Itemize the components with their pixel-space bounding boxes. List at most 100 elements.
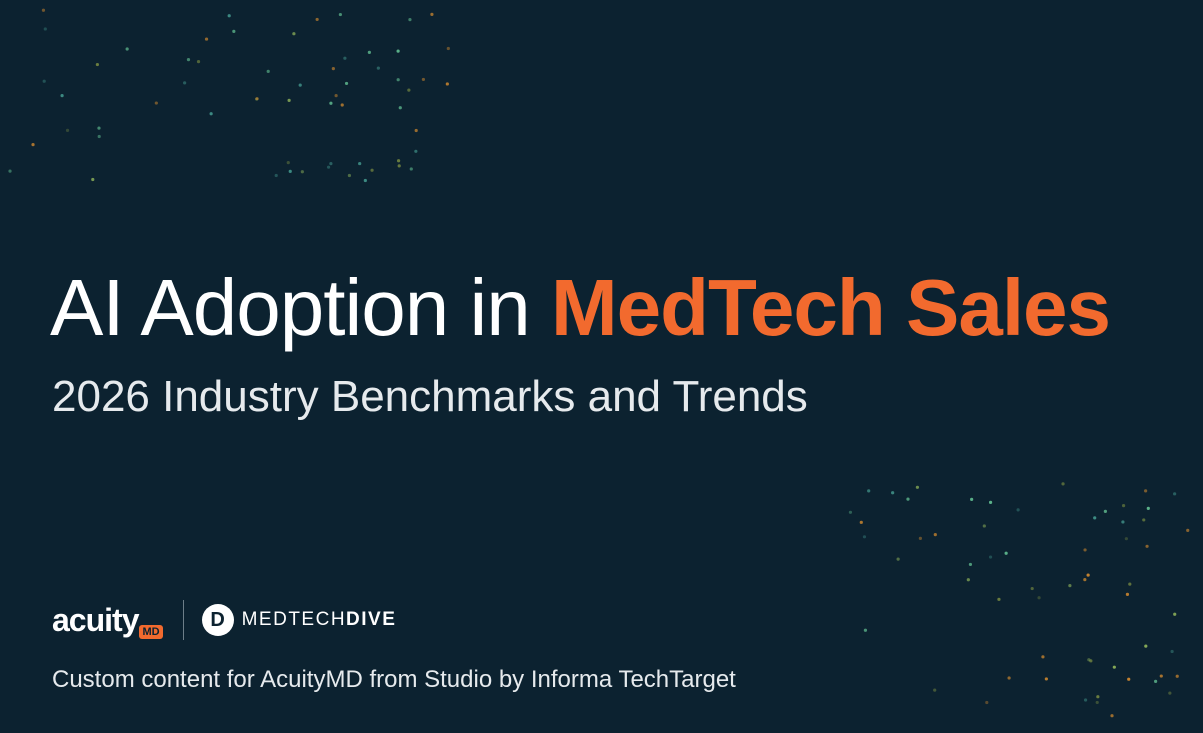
dot [1083,548,1087,552]
dot [1110,714,1114,718]
dot [300,170,304,174]
dot [65,128,70,132]
dot [430,12,434,17]
dot [1083,578,1087,582]
acuity-badge: MD [139,624,163,639]
dot [1093,516,1097,520]
dot [344,81,349,86]
dot [43,27,47,31]
dot [1121,504,1126,508]
dot [91,177,95,182]
dot [288,169,292,173]
dot [1112,665,1116,669]
dot [414,149,418,153]
dot [1041,655,1045,659]
title: AI Adoption in MedTech Sales [50,262,1111,354]
dot [1173,492,1177,496]
dot [376,66,380,70]
dot [398,106,402,110]
dot [183,81,187,85]
dot [407,88,411,92]
dot [287,98,291,102]
dot [31,143,35,147]
dot [125,47,129,51]
dot [1004,551,1008,555]
title-highlight: MedTech Sales [550,263,1111,352]
dot [408,18,412,22]
dot [409,167,413,171]
dot [196,60,201,64]
dot [1159,674,1163,678]
dot [1089,659,1093,663]
dot [1061,482,1065,486]
dot [340,103,344,107]
dot [266,69,270,73]
dot [421,77,426,82]
dot [396,159,401,163]
dot [358,161,362,166]
title-plain: AI Adoption in [50,263,531,352]
dot [186,58,191,62]
acuity-word: acuity [52,601,139,638]
logos: acuity MD D MEDTECHDIVE [52,598,396,642]
dot [343,56,347,60]
dot [1168,691,1172,695]
dot [97,126,101,130]
dot [97,134,101,139]
dot [315,17,319,22]
dot [154,101,158,105]
dot [232,29,236,33]
dot [1016,508,1020,512]
dot [1146,506,1150,511]
footer: Custom content for AcuityMD from Studio … [52,666,736,693]
dot [988,555,993,559]
dot [397,164,401,168]
dot [209,112,213,116]
dot [1086,573,1090,577]
dot [1173,612,1177,616]
dot [915,485,920,489]
dot [396,49,400,53]
dot [1127,677,1131,681]
dot [933,533,937,537]
dot [1175,674,1179,678]
dot [966,578,970,582]
dot [367,50,371,54]
dot [1170,649,1174,654]
dot [396,78,400,82]
dot [997,597,1001,601]
dot [863,628,868,632]
dot [1142,518,1146,522]
dot [338,12,342,17]
dot [227,14,231,18]
dot [8,169,12,173]
medtechdive-second: DIVE [346,609,397,630]
dot [1007,676,1011,680]
dot [1144,644,1148,648]
dot [370,168,374,172]
dot [906,497,910,501]
medtechdive-logo: MEDTECHDIVE [242,609,397,631]
dot [41,8,46,12]
dot [1083,698,1088,702]
dot [982,524,986,528]
dot [1103,509,1107,513]
dot [446,46,450,51]
dot [255,97,259,101]
dot [298,83,302,87]
logo-divider [182,600,184,640]
medtechdive-icon: D [201,604,234,636]
dot [329,162,333,166]
dot [334,94,338,98]
dot [988,500,993,504]
dot [985,700,989,705]
dot [1145,544,1149,548]
dot [1087,658,1091,662]
dot [292,32,296,36]
dot [1186,528,1190,532]
dot [1128,582,1132,586]
dot [1044,677,1048,681]
dot [286,161,290,165]
dot [1144,489,1148,493]
